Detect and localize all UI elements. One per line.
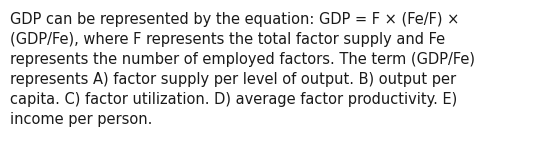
Text: GDP can be represented by the equation: GDP = F × (Fe/F) ×
(GDP/Fe), where F rep: GDP can be represented by the equation: …	[10, 12, 475, 127]
